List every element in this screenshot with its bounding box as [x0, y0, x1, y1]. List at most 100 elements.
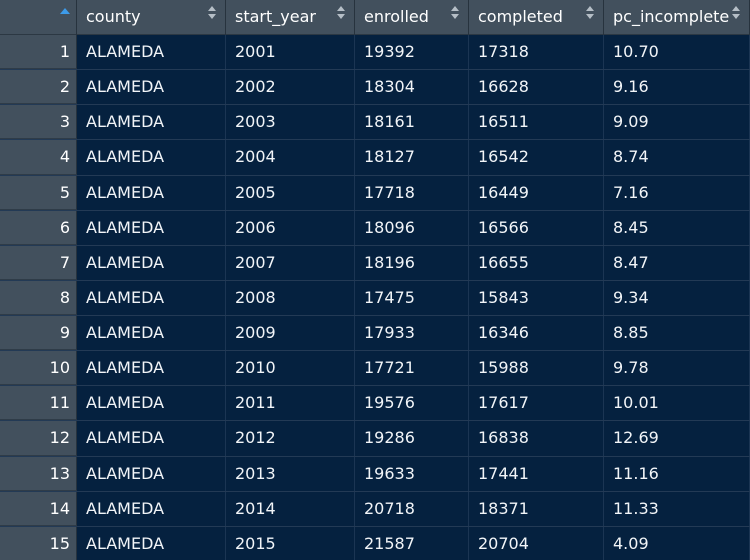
- row-number: 8: [0, 280, 77, 315]
- cell-completed: 16628: [469, 70, 604, 105]
- table-row[interactable]: 8 ALAMEDA 2008 17475 15843 9.34: [0, 280, 750, 316]
- cell-pc-incomplete: 8.74: [604, 140, 750, 175]
- cell-county: ALAMEDA: [77, 245, 226, 280]
- cell-county: ALAMEDA: [77, 456, 226, 491]
- column-header-county[interactable]: county: [77, 0, 226, 35]
- cell-start-year: 2001: [226, 35, 355, 70]
- cell-completed: 20704: [469, 526, 604, 560]
- table-row[interactable]: 12 ALAMEDA 2012 19286 16838 12.69: [0, 421, 750, 457]
- column-header-label: start_year: [235, 7, 316, 26]
- cell-enrolled: 19576: [355, 386, 469, 421]
- table-row[interactable]: 3 ALAMEDA 2003 18161 16511 9.09: [0, 105, 750, 141]
- cell-enrolled: 18304: [355, 70, 469, 105]
- cell-pc-incomplete: 11.33: [604, 491, 750, 526]
- sort-icon[interactable]: [586, 4, 596, 22]
- cell-completed: 17441: [469, 456, 604, 491]
- cell-completed: 17617: [469, 386, 604, 421]
- cell-enrolled: 18161: [355, 105, 469, 140]
- cell-start-year: 2006: [226, 210, 355, 245]
- cell-pc-incomplete: 10.01: [604, 386, 750, 421]
- row-number: 1: [0, 35, 77, 70]
- cell-completed: 16655: [469, 245, 604, 280]
- cell-pc-incomplete: 9.34: [604, 280, 750, 315]
- cell-start-year: 2011: [226, 386, 355, 421]
- cell-pc-incomplete: 12.69: [604, 421, 750, 456]
- sort-icon[interactable]: [451, 4, 461, 22]
- row-number: 4: [0, 140, 77, 175]
- cell-enrolled: 18196: [355, 245, 469, 280]
- cell-enrolled: 21587: [355, 526, 469, 560]
- column-header-completed[interactable]: completed: [469, 0, 604, 35]
- cell-start-year: 2012: [226, 421, 355, 456]
- row-number: 14: [0, 491, 77, 526]
- cell-completed: 16838: [469, 421, 604, 456]
- cell-enrolled: 18096: [355, 210, 469, 245]
- cell-start-year: 2004: [226, 140, 355, 175]
- column-header-label: county: [86, 7, 141, 26]
- cell-pc-incomplete: 4.09: [604, 526, 750, 560]
- cell-completed: 16346: [469, 316, 604, 351]
- table-row[interactable]: 5 ALAMEDA 2005 17718 16449 7.16: [0, 175, 750, 211]
- cell-completed: 18371: [469, 491, 604, 526]
- row-number: 2: [0, 70, 77, 105]
- cell-enrolled: 17718: [355, 175, 469, 210]
- table-row[interactable]: 4 ALAMEDA 2004 18127 16542 8.74: [0, 140, 750, 176]
- table-row[interactable]: 10 ALAMEDA 2010 17721 15988 9.78: [0, 351, 750, 387]
- cell-start-year: 2008: [226, 280, 355, 315]
- cell-county: ALAMEDA: [77, 491, 226, 526]
- cell-pc-incomplete: 9.78: [604, 351, 750, 386]
- row-number: 3: [0, 105, 77, 140]
- cell-start-year: 2005: [226, 175, 355, 210]
- cell-enrolled: 17475: [355, 280, 469, 315]
- cell-county: ALAMEDA: [77, 70, 226, 105]
- table-row[interactable]: 6 ALAMEDA 2006 18096 16566 8.45: [0, 210, 750, 246]
- cell-enrolled: 19633: [355, 456, 469, 491]
- table-row[interactable]: 1 ALAMEDA 2001 19392 17318 10.70: [0, 35, 750, 71]
- column-header-pc-incomplete[interactable]: pc_incomplete: [604, 0, 750, 35]
- cell-county: ALAMEDA: [77, 280, 226, 315]
- cell-county: ALAMEDA: [77, 175, 226, 210]
- cell-pc-incomplete: 9.09: [604, 105, 750, 140]
- row-number: 10: [0, 351, 77, 386]
- cell-completed: 15988: [469, 351, 604, 386]
- cell-county: ALAMEDA: [77, 35, 226, 70]
- row-number: 11: [0, 386, 77, 421]
- sort-icon[interactable]: [337, 4, 347, 22]
- table-row[interactable]: 15 ALAMEDA 2015 21587 20704 4.09: [0, 526, 750, 560]
- column-header-enrolled[interactable]: enrolled: [355, 0, 469, 35]
- cell-county: ALAMEDA: [77, 351, 226, 386]
- column-header-start-year[interactable]: start_year: [226, 0, 355, 35]
- table-row[interactable]: 14 ALAMEDA 2014 20718 18371 11.33: [0, 491, 750, 527]
- cell-start-year: 2007: [226, 245, 355, 280]
- column-header-label: completed: [478, 7, 563, 26]
- cell-county: ALAMEDA: [77, 316, 226, 351]
- cell-completed: 16511: [469, 105, 604, 140]
- sort-ascending-icon: [60, 8, 70, 14]
- cell-start-year: 2015: [226, 526, 355, 560]
- sort-icon[interactable]: [208, 4, 218, 22]
- column-header-row-number[interactable]: [0, 0, 77, 35]
- table-row[interactable]: 9 ALAMEDA 2009 17933 16346 8.85: [0, 316, 750, 352]
- table-row[interactable]: 2 ALAMEDA 2002 18304 16628 9.16: [0, 70, 750, 106]
- cell-enrolled: 18127: [355, 140, 469, 175]
- cell-pc-incomplete: 9.16: [604, 70, 750, 105]
- column-header-label: pc_incomplete: [613, 7, 730, 26]
- cell-county: ALAMEDA: [77, 105, 226, 140]
- cell-enrolled: 19286: [355, 421, 469, 456]
- row-number: 6: [0, 210, 77, 245]
- cell-pc-incomplete: 8.45: [604, 210, 750, 245]
- cell-pc-incomplete: 10.70: [604, 35, 750, 70]
- cell-county: ALAMEDA: [77, 210, 226, 245]
- table-row[interactable]: 7 ALAMEDA 2007 18196 16655 8.47: [0, 245, 750, 281]
- cell-start-year: 2010: [226, 351, 355, 386]
- row-number: 15: [0, 526, 77, 560]
- table-row[interactable]: 13 ALAMEDA 2013 19633 17441 11.16: [0, 456, 750, 492]
- cell-enrolled: 17933: [355, 316, 469, 351]
- row-number: 13: [0, 456, 77, 491]
- sort-icon[interactable]: [732, 4, 742, 22]
- table-body: 1 ALAMEDA 2001 19392 17318 10.70 2 ALAMEDA 2002 1…: [0, 35, 750, 560]
- table-row[interactable]: 11 ALAMEDA 2011 19576 17617 10.01: [0, 386, 750, 422]
- cell-start-year: 2003: [226, 105, 355, 140]
- cell-completed: 16449: [469, 175, 604, 210]
